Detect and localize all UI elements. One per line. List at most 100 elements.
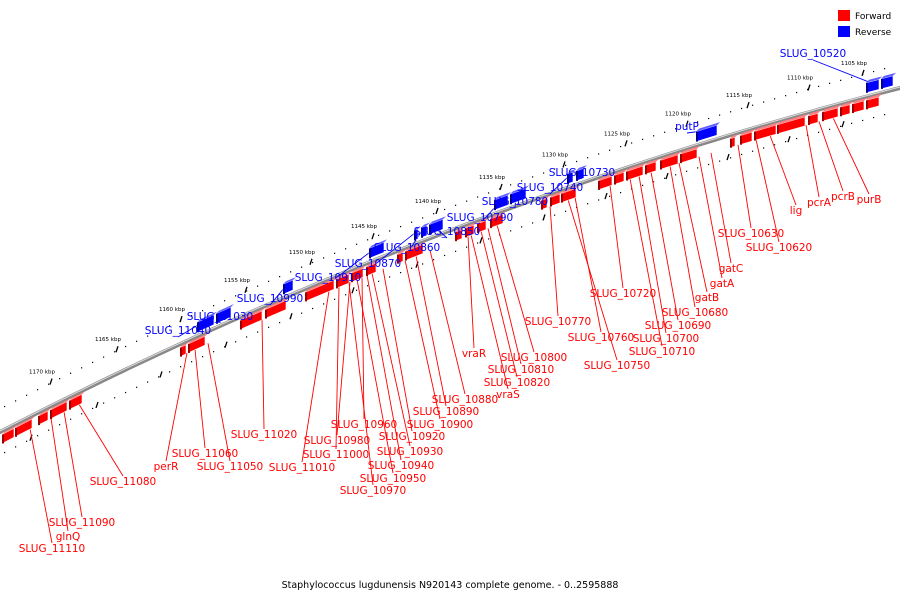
label-leader [812,59,873,84]
lower-scale-dot [147,381,149,383]
gene-edge [455,232,457,242]
caption: Staphylococcus lugdunensis N920143 compl… [282,580,619,591]
forward-gene [396,249,406,265]
forward-gene [37,408,51,426]
reverse-gene [695,122,720,143]
forward-gene [821,104,841,122]
scale-tick-label: 1165 kbp [95,337,121,343]
lower-scale-dot [642,184,644,186]
label-leader [63,411,83,518]
upper-scale-dot [334,252,336,254]
gene-label: SLUG_10770 [525,316,591,328]
upper-scale-dot [147,335,149,337]
upper-scale-dot [708,117,710,120]
gene-label: SLUG_10930 [377,446,443,458]
scale-tick [562,161,566,168]
gene-edge [369,248,371,259]
gene-label: SLUG_11000 [303,449,369,461]
scale-tick-label: 1155 kbp [224,278,250,284]
label-leader [629,178,663,347]
legend-swatch-reverse [838,26,850,37]
forward-gene [776,113,808,135]
label-leader [356,279,394,474]
gene-edge [490,219,492,229]
gene-top [465,222,477,229]
upper-scale-dot [136,340,138,342]
gene-label: purB [857,194,882,206]
lower-scale-dot [818,131,820,133]
forward-gene [739,129,755,146]
gene-edge [777,124,779,134]
upper-scale-dot [510,184,512,186]
lower-scale-dot [565,210,567,212]
gene-edge [822,112,824,122]
reverse-gene [420,222,430,239]
gene-top [455,226,465,233]
label-leader [261,319,265,430]
label-leader [567,199,618,361]
gene-label: SLUG_10960 [331,419,397,431]
scale-tick-label: 1140 kbp [415,199,441,205]
gene-edge [240,320,242,330]
upper-scale-dot [697,121,699,123]
gene-label: SLUG_10680 [662,307,728,319]
gene-label: SLUG_11010 [269,462,335,474]
lower-scale-dot [796,137,798,140]
lower-scale-tick [726,153,730,161]
label-leader [361,277,365,420]
upper-scale-dot [796,91,798,94]
gene-edge [50,410,52,420]
upper-scale-dot [290,271,292,273]
label-leader [415,255,447,407]
label-leader [609,185,624,289]
label-leader [549,174,571,195]
upper-scale-dot [598,153,600,155]
forward-gene [365,260,379,277]
gene-top [740,129,755,136]
gene-top [614,169,627,176]
upper-scale-dot [279,275,281,278]
forward-gene [454,226,465,242]
gene-edge [465,228,467,238]
genome-backbone [0,86,900,434]
upper-scale-dot [312,261,314,264]
lower-scale-dot [15,446,17,448]
upper-scale-dot [620,146,622,148]
gene-edge [197,322,199,333]
forward-gene [613,169,627,185]
label-leader [336,282,351,436]
reverse-gene [880,72,896,90]
lower-scale-dot [411,267,413,269]
label-leader [710,152,732,264]
gene-label: lig [790,205,803,217]
upper-scale-dot [367,239,369,241]
label-leader [429,250,466,395]
forward-gene [335,271,352,289]
upper-scale-dot [444,208,446,211]
gene-top [777,113,808,125]
lower-scale-dot [521,226,523,228]
forward-gene [304,277,337,302]
upper-scale-dot [840,79,842,81]
lower-scale-dot [246,336,248,338]
lower-scale-dot [70,418,72,420]
lower-scale-dot [829,128,831,130]
gene-edge [265,309,267,319]
gene-label: SLUG_10520 [780,48,846,60]
gene-edge [477,223,479,233]
gene-edge [397,254,399,264]
gene-top [852,97,867,105]
gene-top [15,416,35,428]
gene-edge [561,193,563,203]
upper-scale-dot [477,196,479,198]
gene-top [305,277,337,293]
gene-edge [283,284,285,295]
gene-top [696,122,720,132]
upper-scale-dot [675,128,677,130]
reverse-gene [566,168,576,185]
label-leader [496,224,535,353]
label-leader [755,139,780,243]
gene-label: SLUG_10940 [368,460,434,472]
lower-scale-dot [620,192,622,194]
label-leader [301,290,330,463]
